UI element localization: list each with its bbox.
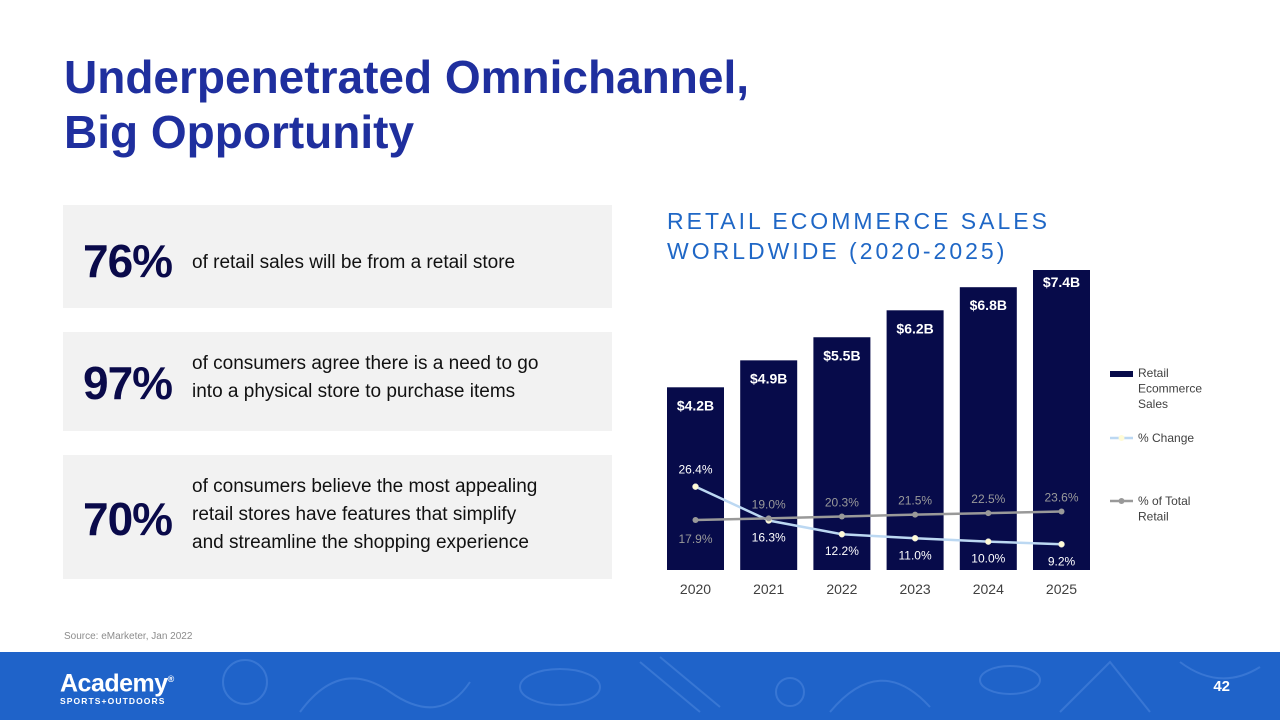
pct-change-point [838,530,846,538]
pct-change-point [692,483,699,490]
pct-total-point [1058,508,1065,515]
chart-bar [667,387,724,570]
stat-card-retail-store: 76% of retail sales will be from a retai… [63,205,612,308]
bar-value-label: $5.5B [823,347,860,363]
ecommerce-sales-chart: $4.2B 2020 $4.9B 2021 $5.5B 2022 $6.2B 2023 $6.8… [667,270,1202,597]
legend-swatch-sales [1110,371,1133,377]
page-number: 42 [1213,678,1230,695]
page-title: Underpenetrated Omnichannel, Big Opportu… [64,50,964,160]
bar-value-label: $4.9B [750,370,787,386]
pct-total-label: 22.5% [971,492,1005,506]
stat-description-line: of retail sales will be from a retail st… [192,252,516,273]
chart-bar [740,360,798,570]
academy-logo: Academy® SPORTS+OUTDOORS [60,666,174,706]
pct-change-point [985,538,992,545]
pct-change-label: 9.2% [1048,554,1076,568]
x-axis-tick-label: 2020 [680,581,711,597]
bar-value-label: $4.2B [677,397,714,413]
pct-change-point [1058,541,1065,548]
pct-change-label: 10.0% [971,552,1005,566]
legend-label-change: % Change [1138,431,1194,445]
bar-value-label: $7.4B [1043,274,1080,290]
stat-description-line: and streamline the shopping experience [192,532,529,553]
pct-change-label: 12.2% [825,544,859,558]
pct-total-point [765,515,772,522]
chart-title: RETAIL ECOMMERCE SALES WORLDWIDE (2020-2… [667,206,1050,266]
pct-change-line [694,485,1062,546]
footer-banner: Academy® SPORTS+OUTDOORS 42 [0,652,1280,720]
chart-title-line-1: RETAIL ECOMMERCE SALES [667,208,1050,234]
bar-value-label: $6.8B [970,297,1007,313]
pct-total-point [985,510,992,517]
x-axis-tick-label: 2024 [973,581,1004,597]
chart-bar [959,287,1017,570]
x-axis-tick-label: 2023 [900,581,931,597]
pct-change-label: 11.0% [899,548,932,562]
chart-bar [886,310,944,570]
legend-marker-total [1118,498,1125,504]
stat-value: 97% [83,357,173,409]
source-note: Source: eMarketer, Jan 2022 [64,631,193,642]
pct-total-point [912,511,919,518]
stat-description-line: of consumers agree there is a need to go [192,353,539,374]
title-line-1: Underpenetrated Omnichannel, [64,51,750,103]
chart-bar [1033,270,1090,570]
x-axis-tick-label: 2025 [1046,581,1077,597]
pct-total-label: 17.9% [678,532,712,546]
bar-value-label: $6.2B [896,320,933,336]
pct-total-label: 21.5% [898,494,932,508]
legend-label-sales: Ecommerce [1138,382,1202,396]
legend-marker-change [1118,435,1125,441]
x-axis-tick-label: 2022 [826,581,857,597]
legend-label-total: % of Total [1138,494,1190,508]
stat-description: of consumers agree there is a need to go… [192,350,602,406]
stat-value: 76% [83,235,173,287]
stat-description: of retail sales will be from a retail st… [192,249,602,277]
footer-pattern [222,656,1261,713]
legend-label-sales: Sales [1138,397,1168,411]
x-axis-tick-label: 2021 [753,581,784,597]
logo-wordmark: Academy [60,669,168,698]
stat-card-store-features: 70% of consumers believe the most appeal… [63,455,612,579]
registered-mark: ® [167,674,175,684]
pct-total-label: 19.0% [752,497,786,511]
logo-tagline: SPORTS+OUTDOORS [60,696,166,707]
legend-label-total: Retail [1138,510,1169,524]
pct-total-point [692,517,699,524]
pct-total-label: 20.3% [825,495,859,509]
stat-description-line: of consumers believe the most appealing [192,476,538,497]
pct-total-label: 23.6% [1044,491,1078,505]
pct-total-line [695,510,1062,522]
chart-title-line-2: WORLDWIDE (2020-2025) [667,238,1008,264]
pct-change-point [911,535,919,542]
title-line-2: Big Opportunity [64,106,415,158]
stat-description-line: into a physical store to purchase items [192,381,516,402]
stat-description: of consumers believe the most appealing … [192,473,602,557]
stat-card-physical-store: 97% of consumers agree there is a need t… [63,332,612,431]
stat-description-line: retail stores have features that simplif… [192,504,517,525]
legend-label-sales: Retail [1138,366,1169,380]
pct-change-label: 16.3% [752,530,786,544]
stat-value: 70% [83,493,173,545]
pct-total-point [838,513,845,520]
pct-change-label: 26.4% [678,463,712,477]
